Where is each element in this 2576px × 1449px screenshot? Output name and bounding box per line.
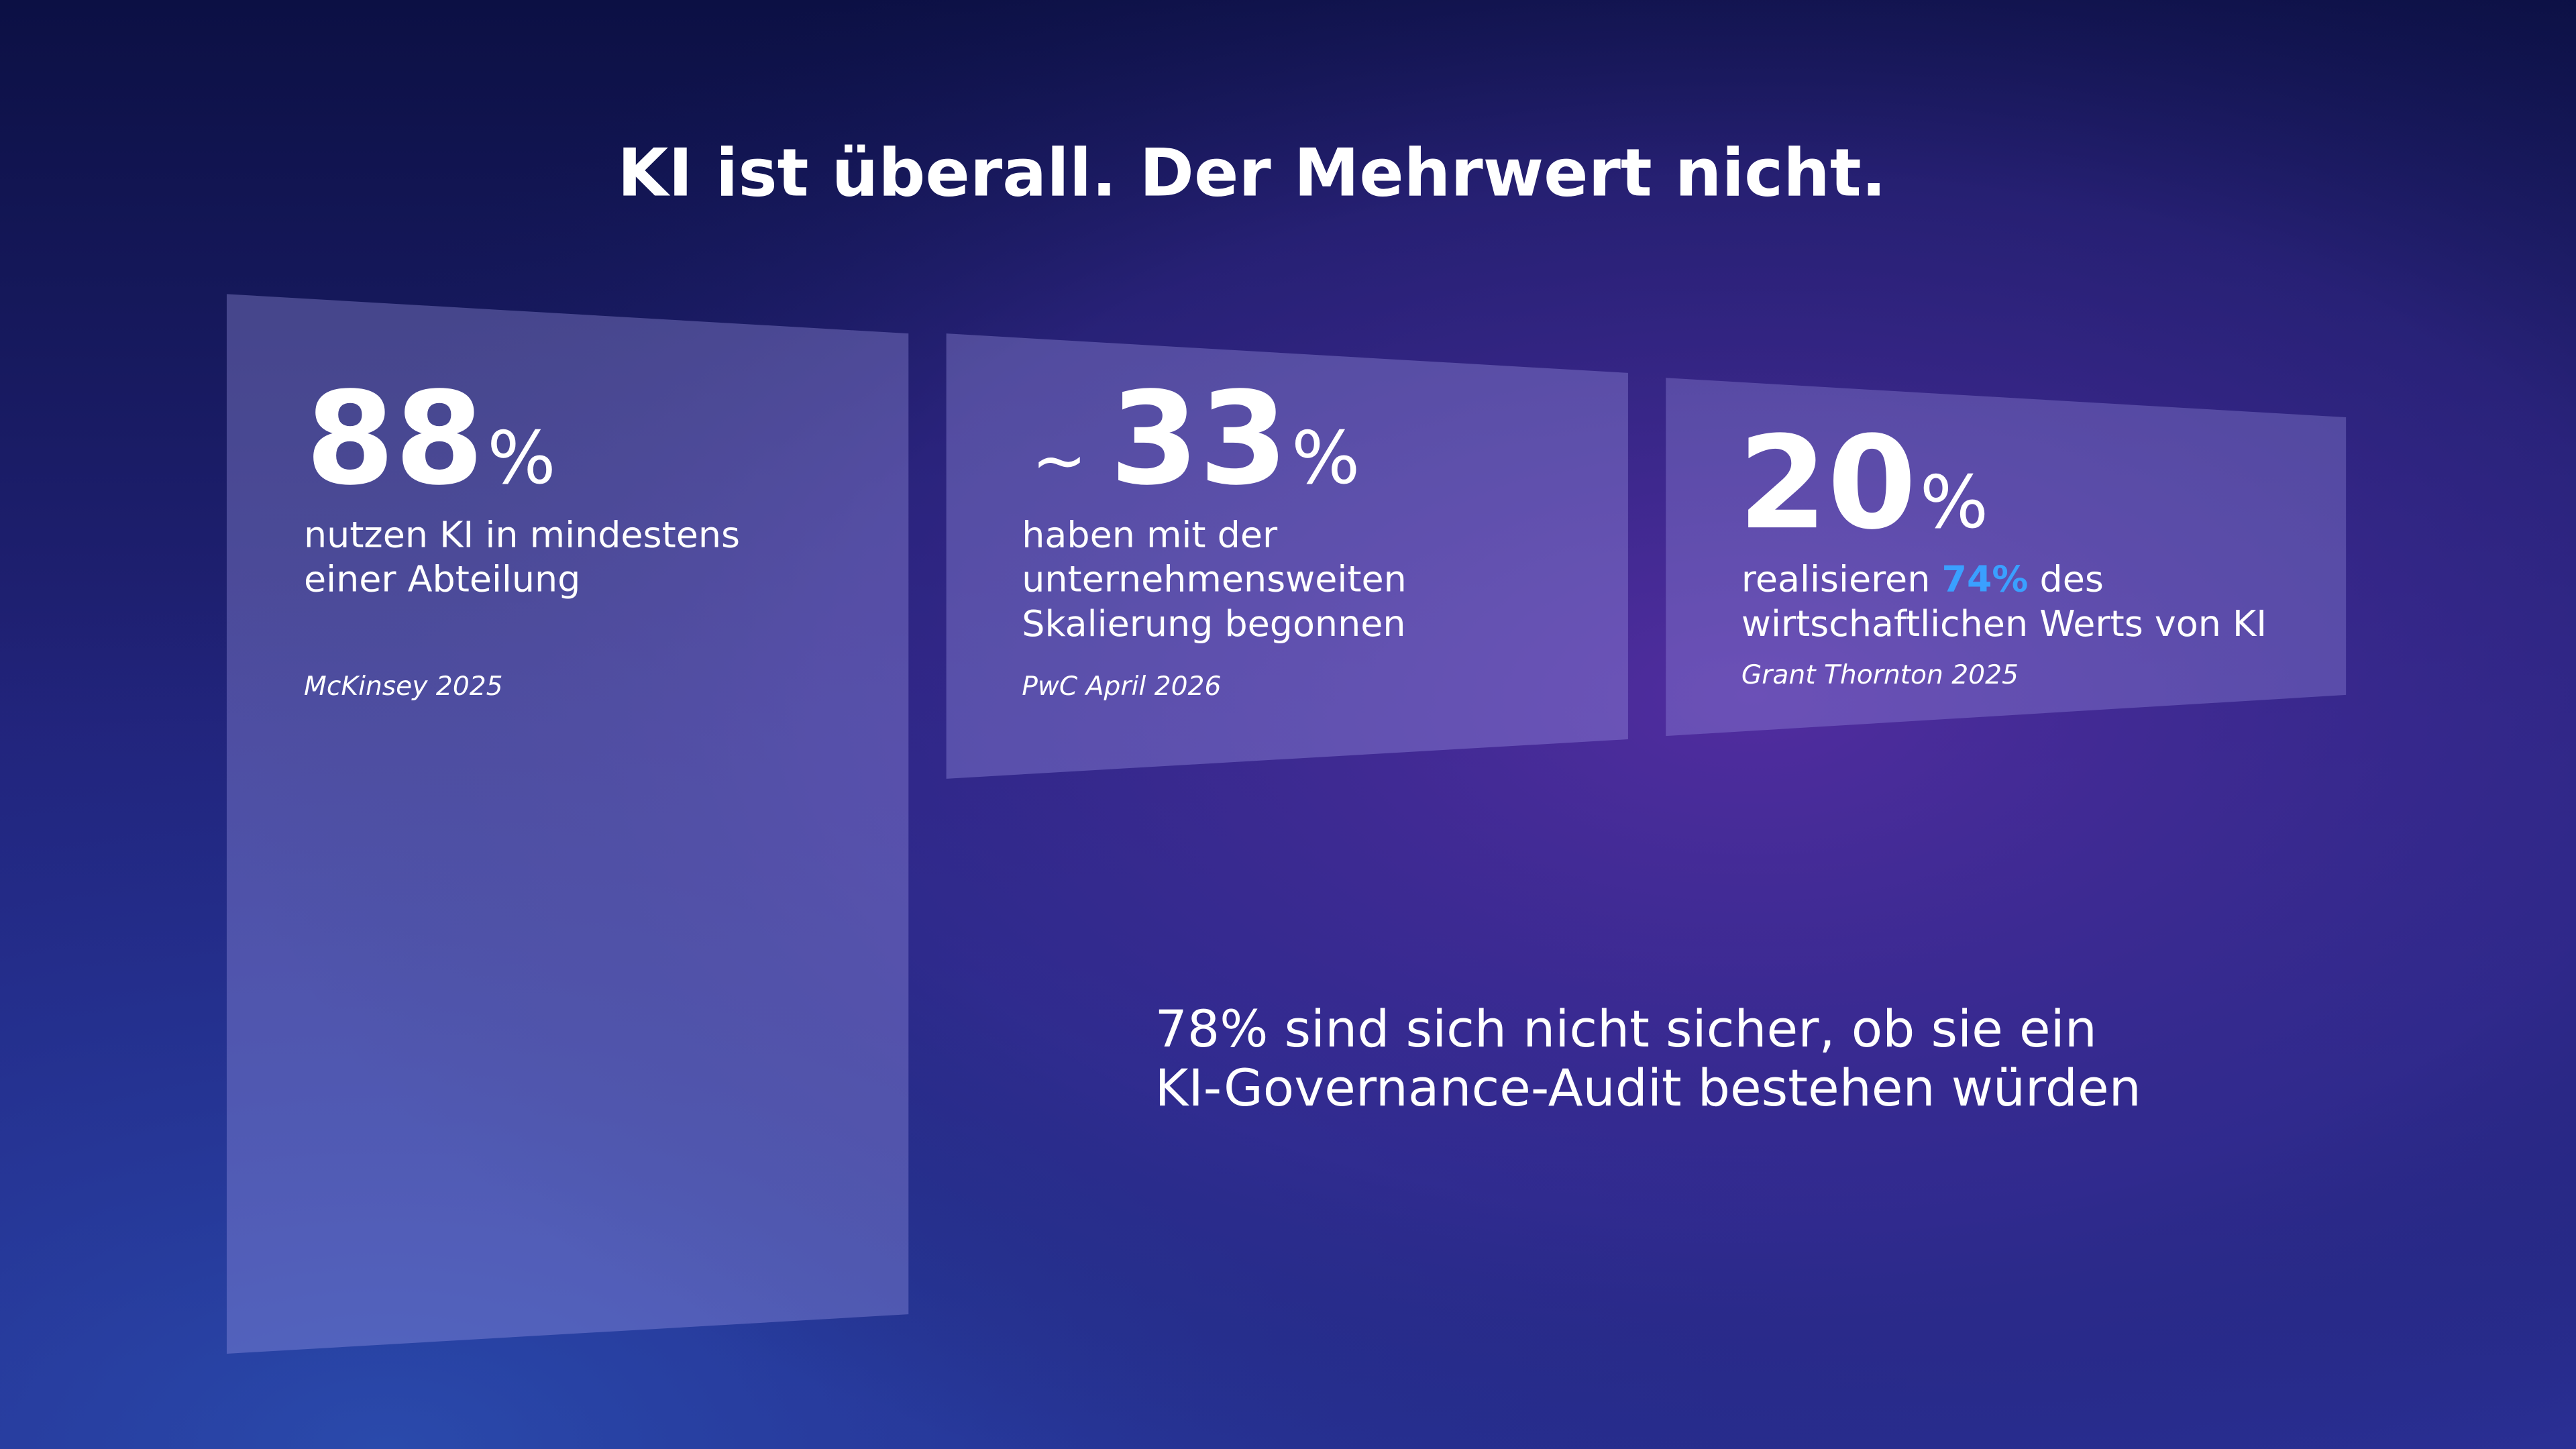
text-part: 20 <box>1738 409 1917 558</box>
card-text: realisieren 74% des <box>1741 558 2104 600</box>
statement-line: 78% sind sich nicht sicher, ob sie ein <box>1155 1000 2097 1059</box>
card-source: McKinsey 2025 <box>304 672 503 702</box>
card-panel <box>226 294 909 1354</box>
text-part: ~ <box>1032 423 1087 499</box>
card-text: nutzen KI in mindestens <box>304 514 740 556</box>
title: KI ist überall. Der Mehrwert nicht. <box>617 135 1886 211</box>
text-part: 33 <box>1110 365 1288 514</box>
text-part: 74% <box>1941 558 2028 600</box>
card-source: PwC April 2026 <box>1022 672 1221 702</box>
text-part: % <box>487 417 555 500</box>
card-text: haben mit der <box>1022 514 1278 556</box>
card-text: Skalierung begonnen <box>1022 602 1405 645</box>
stat-number: 20% <box>1738 409 1988 558</box>
text-part: % <box>1920 461 1988 545</box>
text-part: des <box>2040 558 2104 600</box>
card-text: wirtschaftlichen Werts von KI <box>1741 602 2267 645</box>
card-panel <box>1666 378 2347 737</box>
card-panel <box>946 333 1628 779</box>
text-part: 88 <box>306 365 484 514</box>
text-part: % <box>1291 417 1360 500</box>
card-text: einer Abteilung <box>304 558 580 600</box>
card-source: Grant Thornton 2025 <box>1741 660 2019 690</box>
text-part: realisieren <box>1741 558 1930 600</box>
statement-line: KI-Governance-Audit bestehen würden <box>1155 1059 2141 1118</box>
card-text: unternehmensweiten <box>1022 558 1406 600</box>
stat-number: 88% <box>306 365 556 514</box>
stat-number: ~33% <box>1032 365 1360 514</box>
